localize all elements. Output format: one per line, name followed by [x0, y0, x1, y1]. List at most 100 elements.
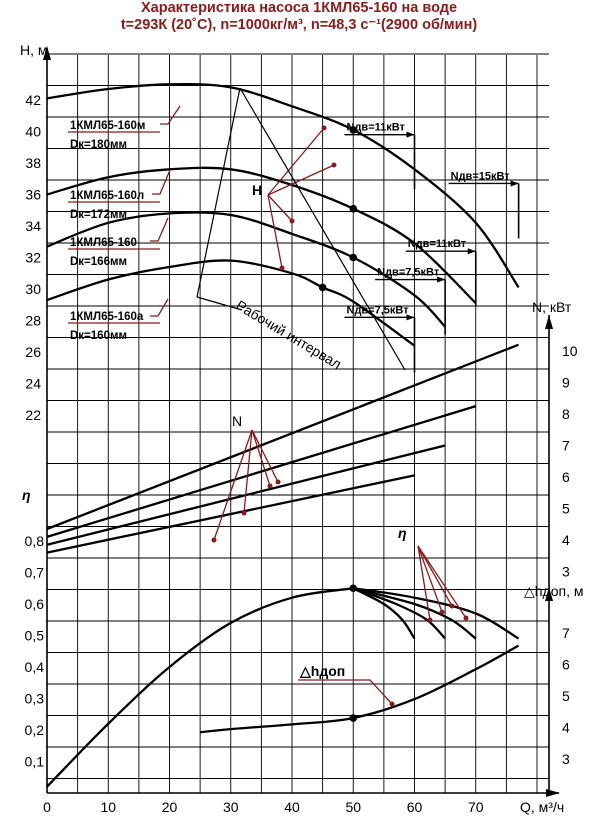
efficiency-curve: [353, 587, 520, 640]
x-tick-label: 0: [43, 799, 51, 815]
impeller-label: Dк=180мм: [70, 139, 127, 151]
efficiency-tick-label: 0,3: [25, 691, 45, 707]
impeller-label: Dк=166мм: [70, 256, 127, 268]
arrow-head-icon: [439, 609, 445, 615]
arrow-head-icon: [331, 162, 337, 168]
power-pointer-line: [243, 429, 253, 514]
tick-labels: 0 10 20 30 40 50 60 70 Q, м³/ч222426283032343638…: [20, 42, 584, 815]
power-pointer-line: [251, 429, 279, 483]
operating-point: [349, 204, 358, 213]
npsh-tick-label: 3: [562, 751, 570, 767]
head-curve: [46, 166, 477, 305]
efficiency-pointer-line: [417, 545, 443, 613]
curves: [46, 82, 520, 788]
power-curve: [46, 474, 415, 554]
efficiency-tick-label: 0,1: [25, 754, 45, 770]
power-tick-label: 5: [562, 501, 570, 517]
arrow-right-icon: [467, 248, 476, 255]
power-tick-label: 6: [562, 469, 570, 485]
head-tick-label: 22: [25, 407, 41, 423]
arrow-head-icon: [321, 125, 327, 131]
arrow-head-icon: [211, 537, 217, 543]
x-tick-label: 40: [284, 799, 300, 815]
head-tick-label: 32: [25, 250, 41, 266]
head-curve: [46, 211, 446, 328]
model-leader-line: [152, 169, 171, 195]
efficiency-tick-label: 0,2: [25, 722, 45, 738]
efficiency-curve: [352, 587, 416, 640]
npsh-tick-label: 4: [562, 720, 570, 736]
impeller-label: Dк=172мм: [70, 209, 127, 221]
head-tick-label: 34: [25, 218, 41, 234]
arrow-right-icon: [546, 789, 560, 797]
impeller-label: Dк=160мм: [70, 330, 127, 342]
arrow-head-icon: [427, 617, 433, 623]
chart-title: Характеристика насоса 1КМЛ65-160 на воде…: [0, 0, 598, 34]
efficiency-curve: [46, 587, 354, 788]
arrow-right-icon: [406, 131, 415, 138]
power-curve: [46, 405, 477, 538]
power-tick-label: 7: [562, 438, 570, 454]
head-annotation: Н: [252, 182, 262, 198]
efficiency-tick-label: 0,6: [25, 596, 45, 612]
npsh-curve: [199, 644, 520, 734]
model-leader-line: [160, 105, 181, 125]
model-label: 1КМЛ65-160а: [70, 311, 144, 323]
model-label: 1КМЛ65-160: [70, 237, 137, 249]
operating-point: [318, 283, 327, 292]
x-tick-label: 60: [407, 799, 423, 815]
head-tick-label: 28: [25, 313, 41, 329]
x-tick-label: 10: [100, 799, 116, 815]
working-range-line: [239, 87, 406, 371]
efficiency-tick-label: 0,4: [25, 659, 45, 675]
axes: [43, 46, 560, 797]
power-tick-label: 4: [562, 532, 570, 548]
npsh-pointer-line: [298, 679, 393, 705]
head-tick-label: 36: [25, 187, 41, 203]
x-tick-label: 30: [223, 799, 239, 815]
efficiency-pointer-line: [417, 545, 453, 607]
npsh-tick-label: 5: [562, 688, 570, 704]
power-tick-label: 3: [562, 564, 570, 580]
npsh-tick-label: 7: [562, 625, 570, 641]
power-annotation: N: [232, 413, 242, 429]
head-tick-label: 30: [25, 281, 41, 297]
motor-power-label: Nдв=15кВт: [451, 170, 511, 182]
arrow-head-icon: [267, 483, 273, 489]
efficiency-axis-label: η: [22, 487, 31, 503]
arrow-head-icon: [275, 479, 281, 485]
head-tick-label: 24: [25, 376, 41, 392]
title-line-2: t=293К (20˚С), n=1000кг/м³, n=48,3 с⁻¹(2…: [120, 17, 478, 33]
power-pointer-line: [213, 429, 253, 541]
working-range-line: [196, 87, 241, 298]
efficiency-pointer-line: [417, 545, 467, 619]
motor-power-label: Nдв=11кВт: [347, 122, 406, 134]
efficiency-curve: [352, 587, 446, 640]
arrow-up-icon: [545, 587, 553, 601]
head-pointer-line: [267, 194, 293, 222]
head-tick-label: 40: [25, 124, 41, 140]
npsh-axis-label: △hдоп, м: [524, 583, 584, 599]
grid: [46, 53, 549, 793]
npsh-annotation: △hдоп: [299, 663, 345, 679]
power-tick-label: 9: [562, 375, 570, 391]
arrow-head-icon: [389, 701, 395, 707]
arrow-up-icon: [545, 315, 553, 329]
title-line-1: Характеристика насоса 1КМЛ65-160 на воде: [140, 0, 458, 16]
operating-point: [349, 584, 358, 593]
efficiency-annotation: η: [398, 525, 407, 541]
efficiency-pointer-line: [417, 545, 431, 621]
motor-power-label: Nдв=7,5кВт: [377, 267, 440, 279]
operating-point: [349, 253, 358, 262]
head-tick-label: 42: [25, 92, 41, 108]
power-pointer-line: [251, 429, 271, 487]
efficiency-tick-label: 0,5: [25, 628, 45, 644]
arrow-head-icon: [289, 218, 295, 224]
model-label: 1КМЛ65-160л: [70, 190, 144, 202]
head-pointer-line: [267, 164, 335, 196]
operating-point: [349, 126, 358, 134]
npsh-tick-label: 6: [562, 657, 570, 673]
power-axis-label: N, кВт: [532, 299, 572, 315]
head-tick-label: 38: [25, 155, 41, 171]
operating-point: [349, 714, 358, 722]
